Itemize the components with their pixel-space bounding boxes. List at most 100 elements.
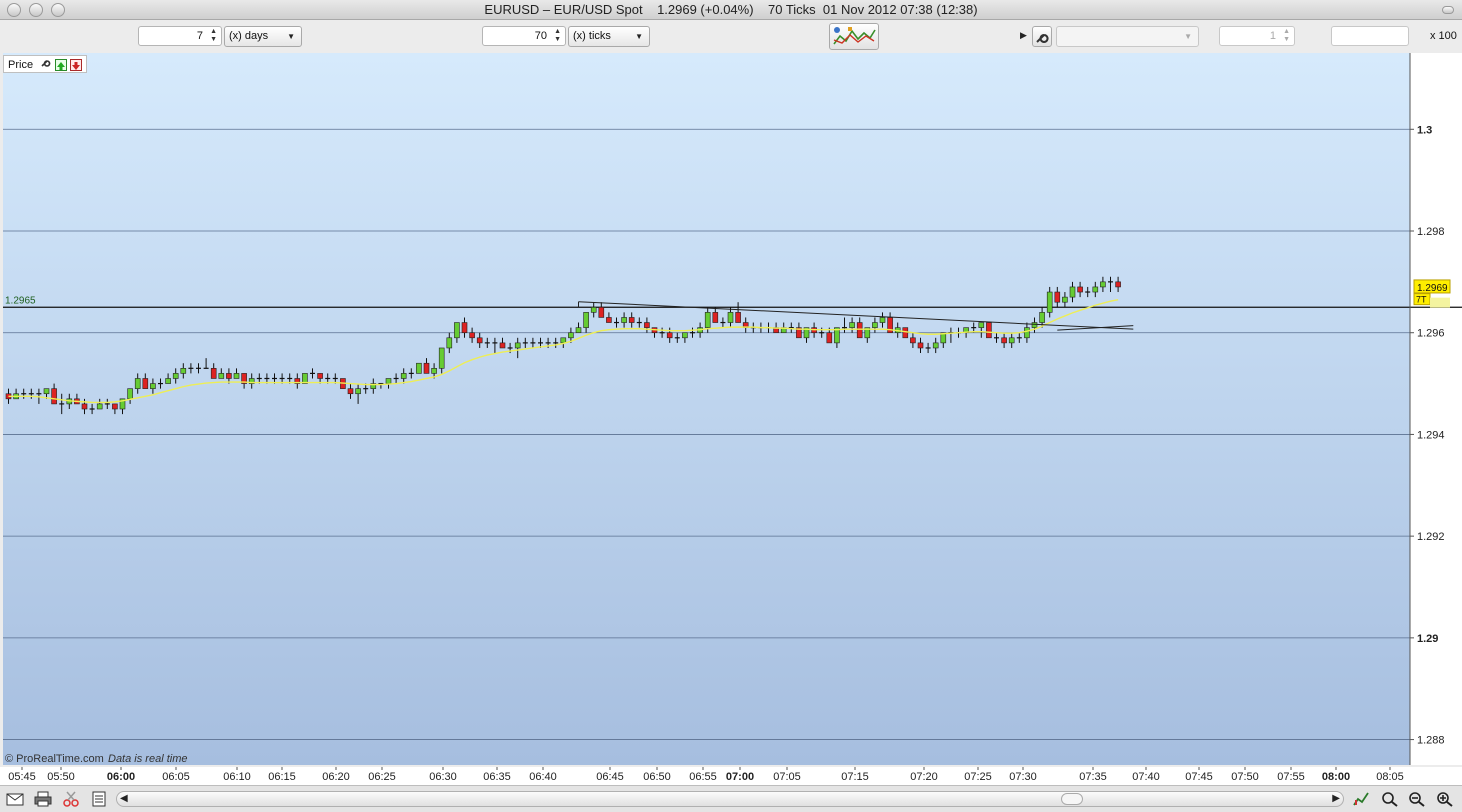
candle <box>218 368 225 379</box>
y-tick-label: 1.298 <box>1417 226 1445 238</box>
candle-body <box>712 312 719 323</box>
print-icon[interactable] <box>34 791 52 807</box>
candle-body <box>248 378 255 384</box>
ticks-value-stepper[interactable]: 70 ▲ ▼ <box>482 26 566 46</box>
zoom-window-icon[interactable] <box>51 3 65 17</box>
candle <box>89 403 95 415</box>
candle-body <box>370 383 377 389</box>
candle <box>614 317 619 328</box>
candle-body <box>727 312 734 323</box>
template-select[interactable]: ▼ <box>1056 26 1199 47</box>
candle <box>347 383 354 399</box>
zoom-area-icon[interactable] <box>1380 791 1398 807</box>
candle <box>727 307 734 328</box>
candle-body <box>1077 286 1083 293</box>
chart-type-icon[interactable] <box>1352 791 1370 807</box>
stepper-arrows-icon[interactable]: ▲ ▼ <box>210 28 217 43</box>
title-bar: EURUSD – EUR/USD Spot 1.2969 (+0.04%) 70… <box>0 0 1462 20</box>
wrench-icon[interactable] <box>40 56 52 73</box>
ticks-unit-select[interactable]: (x) ticks ▼ <box>568 26 650 47</box>
candle <box>856 317 863 339</box>
support-line-label: 1.2965 <box>5 295 36 306</box>
candle-body <box>218 373 225 379</box>
y-tick-label: 1.3 <box>1417 124 1432 136</box>
stepper-arrows-icon[interactable]: ▲ ▼ <box>554 28 561 43</box>
candle <box>925 342 931 354</box>
scroll-right-icon[interactable]: ▶ <box>1332 793 1340 804</box>
price-chart-svg[interactable]: 1.2965 1.3 1.298 1.296 1.294 1.292 1.29 1.288 1… <box>0 53 1462 768</box>
mail-icon[interactable] <box>6 791 24 807</box>
candle <box>142 373 149 389</box>
candle-body <box>1031 322 1038 328</box>
candle-body <box>43 388 50 395</box>
window-title: EURUSD – EUR/USD Spot 1.2969 (+0.04%) 70… <box>484 2 978 17</box>
candle <box>438 347 445 374</box>
candle-body <box>355 388 361 395</box>
horizontal-scrollbar[interactable]: ◀ ▶ <box>116 791 1344 807</box>
candle <box>408 368 414 379</box>
scroll-thumb[interactable] <box>1061 793 1083 805</box>
candle-body <box>226 373 232 379</box>
candle-body <box>499 342 506 349</box>
realtime-status-label: Data is real time <box>108 753 187 765</box>
candle <box>994 332 999 343</box>
zoom-out-icon[interactable] <box>1408 791 1426 807</box>
period-unit-select[interactable]: (x) days ▼ <box>224 26 302 47</box>
candle <box>902 327 909 339</box>
x-tick-label: 07:20 <box>910 771 938 783</box>
tick-count-label: 7T <box>1416 295 1427 305</box>
candle <box>355 383 361 404</box>
candle <box>51 383 57 405</box>
x-tick-label: 08:05 <box>1376 771 1404 783</box>
toolbar-toggle-icon[interactable] <box>1442 6 1454 14</box>
settings-button[interactable] <box>1032 26 1052 47</box>
zoom-in-icon[interactable] <box>1436 791 1454 807</box>
candle <box>659 327 665 338</box>
close-window-icon[interactable] <box>7 3 21 17</box>
candle-body <box>119 398 126 410</box>
minimize-window-icon[interactable] <box>29 3 43 17</box>
candle <box>476 332 483 348</box>
candle <box>400 368 407 384</box>
candle-body <box>431 368 437 374</box>
candle <box>492 337 498 354</box>
candle <box>598 302 605 318</box>
x-tick-label: 06:25 <box>368 771 396 783</box>
blank-field[interactable] <box>1331 26 1409 46</box>
candle <box>690 327 695 338</box>
secondary-stepper[interactable]: 1 ▲ ▼ <box>1219 26 1295 46</box>
x-tick-label: 06:00 <box>107 771 135 783</box>
candle <box>1092 281 1099 298</box>
candle <box>1100 276 1106 293</box>
secondary-stepper-value: 1 <box>1269 30 1276 42</box>
period-value-stepper[interactable]: 7 ▲ ▼ <box>138 26 222 46</box>
move-up-icon[interactable] <box>55 59 68 72</box>
candle <box>849 317 855 333</box>
candle-body <box>454 322 460 339</box>
candle-body <box>134 378 141 389</box>
chevron-down-icon: ▼ <box>1184 32 1192 41</box>
candle-body <box>1092 286 1099 293</box>
candle-body <box>879 317 886 323</box>
move-down-icon[interactable] <box>70 59 83 72</box>
scissors-icon[interactable] <box>62 791 80 807</box>
scroll-left-icon[interactable]: ◀ <box>120 793 128 804</box>
candle-body <box>438 347 445 369</box>
candle-body <box>446 337 453 349</box>
candle-body <box>1100 281 1106 288</box>
expand-arrow-icon[interactable]: ▶ <box>1020 30 1027 40</box>
stepper-arrows-icon[interactable]: ▲ ▼ <box>1283 28 1290 43</box>
indicators-button[interactable] <box>829 23 879 50</box>
candle <box>226 368 232 384</box>
candle <box>978 322 985 338</box>
clipboard-icon[interactable] <box>90 791 108 807</box>
candle <box>1115 276 1121 293</box>
candle <box>248 373 255 389</box>
candle <box>96 398 103 410</box>
y-tick-label: 1.288 <box>1417 735 1445 747</box>
candle-body <box>1039 312 1045 323</box>
candle <box>1054 286 1061 308</box>
price-chart[interactable]: 1.2965 1.3 1.298 1.296 1.294 1.292 1.29 1.288 1… <box>0 53 1462 768</box>
candle-body <box>872 322 878 328</box>
candle <box>932 337 939 354</box>
